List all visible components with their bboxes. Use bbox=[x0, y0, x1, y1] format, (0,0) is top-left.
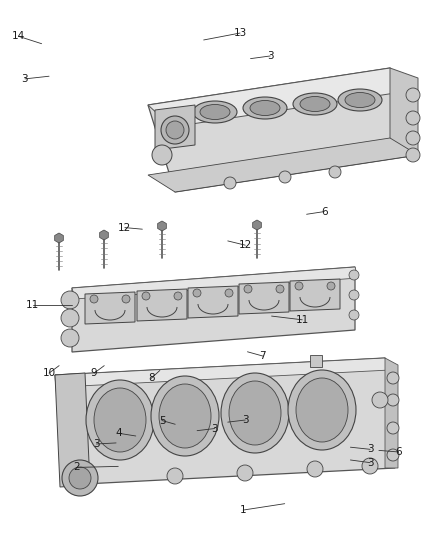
Text: 1: 1 bbox=[240, 505, 247, 515]
Ellipse shape bbox=[288, 370, 356, 450]
Text: 9: 9 bbox=[91, 368, 98, 378]
Polygon shape bbox=[85, 292, 135, 324]
Text: 6: 6 bbox=[321, 207, 328, 216]
Ellipse shape bbox=[94, 388, 146, 452]
Circle shape bbox=[61, 309, 79, 327]
Ellipse shape bbox=[229, 381, 281, 445]
Ellipse shape bbox=[200, 104, 230, 119]
Ellipse shape bbox=[243, 97, 287, 119]
Text: 12: 12 bbox=[239, 240, 252, 250]
Ellipse shape bbox=[345, 93, 375, 108]
Text: 3: 3 bbox=[21, 74, 28, 84]
Polygon shape bbox=[158, 221, 166, 231]
Circle shape bbox=[174, 292, 182, 300]
Circle shape bbox=[349, 270, 359, 280]
Circle shape bbox=[279, 171, 291, 183]
Text: 3: 3 bbox=[242, 415, 249, 425]
Circle shape bbox=[225, 289, 233, 297]
Polygon shape bbox=[188, 286, 238, 318]
Circle shape bbox=[193, 289, 201, 297]
Polygon shape bbox=[148, 68, 415, 127]
Ellipse shape bbox=[338, 89, 382, 111]
Polygon shape bbox=[385, 358, 398, 468]
Text: 3: 3 bbox=[211, 424, 218, 433]
Circle shape bbox=[152, 145, 172, 165]
Circle shape bbox=[142, 292, 150, 300]
Circle shape bbox=[90, 295, 98, 303]
Polygon shape bbox=[55, 373, 90, 487]
Text: 12: 12 bbox=[118, 223, 131, 232]
Circle shape bbox=[362, 458, 378, 474]
Text: 11: 11 bbox=[296, 315, 309, 325]
Polygon shape bbox=[72, 267, 358, 299]
Text: 8: 8 bbox=[148, 374, 155, 383]
Text: 4: 4 bbox=[116, 429, 123, 438]
Ellipse shape bbox=[296, 378, 348, 442]
Circle shape bbox=[62, 460, 98, 496]
Circle shape bbox=[167, 468, 183, 484]
Polygon shape bbox=[290, 279, 340, 311]
Text: 3: 3 bbox=[367, 458, 374, 467]
Text: 10: 10 bbox=[42, 368, 56, 378]
Polygon shape bbox=[148, 138, 418, 192]
Polygon shape bbox=[137, 289, 187, 321]
Circle shape bbox=[387, 394, 399, 406]
Circle shape bbox=[406, 111, 420, 125]
Polygon shape bbox=[155, 105, 195, 150]
Circle shape bbox=[237, 465, 253, 481]
Ellipse shape bbox=[250, 101, 280, 116]
Text: 3: 3 bbox=[267, 51, 274, 61]
Polygon shape bbox=[148, 68, 418, 192]
Polygon shape bbox=[239, 282, 289, 314]
Text: 6: 6 bbox=[395, 447, 402, 457]
Circle shape bbox=[406, 131, 420, 145]
Text: 3: 3 bbox=[367, 445, 374, 454]
Polygon shape bbox=[55, 358, 395, 485]
Ellipse shape bbox=[151, 376, 219, 456]
Ellipse shape bbox=[86, 380, 154, 460]
Ellipse shape bbox=[300, 96, 330, 111]
Circle shape bbox=[122, 295, 130, 303]
Circle shape bbox=[349, 310, 359, 320]
Polygon shape bbox=[253, 220, 261, 230]
Circle shape bbox=[406, 148, 420, 162]
Ellipse shape bbox=[193, 101, 237, 123]
Circle shape bbox=[349, 290, 359, 300]
Circle shape bbox=[295, 282, 303, 290]
Circle shape bbox=[61, 329, 79, 347]
Polygon shape bbox=[55, 233, 64, 243]
Circle shape bbox=[406, 88, 420, 102]
Ellipse shape bbox=[161, 116, 189, 144]
Circle shape bbox=[61, 291, 79, 309]
Text: 7: 7 bbox=[259, 351, 266, 361]
Ellipse shape bbox=[166, 121, 184, 139]
Text: 13: 13 bbox=[233, 28, 247, 38]
Ellipse shape bbox=[293, 93, 337, 115]
Circle shape bbox=[69, 467, 91, 489]
Circle shape bbox=[372, 392, 388, 408]
Polygon shape bbox=[72, 267, 355, 352]
Circle shape bbox=[387, 372, 399, 384]
Circle shape bbox=[224, 177, 236, 189]
Polygon shape bbox=[390, 68, 418, 155]
Circle shape bbox=[387, 422, 399, 434]
Circle shape bbox=[329, 166, 341, 178]
Polygon shape bbox=[100, 230, 108, 240]
Circle shape bbox=[327, 282, 335, 290]
FancyBboxPatch shape bbox=[310, 355, 322, 367]
Text: 11: 11 bbox=[26, 301, 39, 310]
Text: 2: 2 bbox=[73, 463, 80, 472]
Circle shape bbox=[307, 461, 323, 477]
Text: 5: 5 bbox=[159, 416, 166, 425]
Polygon shape bbox=[55, 358, 390, 387]
Text: 14: 14 bbox=[12, 31, 25, 41]
Circle shape bbox=[244, 285, 252, 293]
Text: 3: 3 bbox=[93, 439, 100, 449]
Ellipse shape bbox=[221, 373, 289, 453]
Ellipse shape bbox=[159, 384, 211, 448]
Circle shape bbox=[276, 285, 284, 293]
Circle shape bbox=[387, 449, 399, 461]
